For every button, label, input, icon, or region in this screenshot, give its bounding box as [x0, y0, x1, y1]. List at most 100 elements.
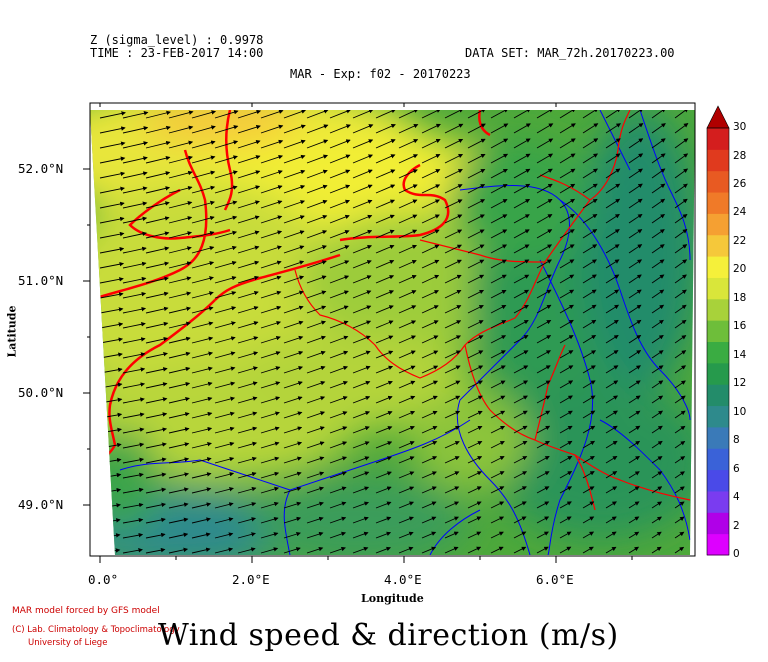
wind-vector [605, 138, 621, 149]
wind-vector [559, 395, 573, 404]
wind-vector [605, 350, 619, 359]
wind-vector [651, 531, 662, 539]
wind-vector [237, 456, 257, 464]
wind-vector [536, 168, 553, 179]
wind-vector [283, 366, 304, 374]
wind-vector [536, 501, 550, 509]
wind-vector [421, 335, 439, 344]
wind-vector [513, 244, 530, 254]
wind-vector [421, 290, 439, 299]
wind-vector [260, 426, 280, 434]
wind-vector [283, 169, 306, 179]
wind-vector [375, 229, 395, 239]
wind-vector [467, 184, 486, 194]
wind-vector [605, 531, 617, 539]
wind-vector [444, 425, 460, 434]
wind-vector [145, 397, 168, 404]
wind-vector [329, 305, 349, 314]
wind-vector [99, 186, 125, 194]
wind-vector [214, 351, 236, 359]
wind-vector [490, 516, 505, 524]
wind-vector [168, 110, 194, 119]
wind-vector [145, 502, 167, 509]
wind-vector [260, 441, 280, 449]
wind-vector [145, 457, 167, 464]
colorbar-segment [707, 469, 729, 492]
wind-vector [214, 110, 239, 119]
wind-vector [398, 290, 417, 299]
wind-vector [421, 501, 437, 509]
wind-vector [283, 456, 302, 464]
wind-vector [237, 441, 258, 449]
wind-vector [605, 183, 621, 194]
wind-vector [168, 231, 193, 239]
wind-vector [168, 517, 189, 524]
wind-vector [444, 184, 463, 194]
wind-vector [352, 305, 372, 314]
wind-vector [145, 155, 171, 164]
wind-vector [191, 230, 215, 239]
wind-vector [214, 140, 239, 149]
wind-vector [352, 244, 372, 254]
wind-vector [628, 138, 644, 149]
wind-vector [467, 531, 482, 539]
wind-vector [214, 155, 238, 164]
wind-vector [329, 154, 351, 164]
wind-vector [467, 320, 484, 329]
wind-vector [145, 140, 171, 149]
colorbar-tick-label: 14 [733, 348, 747, 361]
wind-vector [168, 366, 191, 374]
wind-vector [214, 170, 238, 179]
colorbar-tick-label: 0 [733, 548, 740, 560]
wind-vector [168, 201, 193, 209]
wind-vector [329, 290, 349, 299]
wind-vector [260, 396, 281, 404]
wind-vector [536, 110, 554, 119]
wind-vector [122, 276, 147, 284]
xtick-2: 2.0°E [232, 572, 270, 587]
wind-vector [214, 441, 235, 449]
wind-vector [582, 168, 598, 179]
wind-vector [214, 306, 237, 314]
wind-vector [352, 456, 370, 464]
wind-vector [168, 532, 189, 539]
wind-vector [306, 546, 324, 554]
wind-vector [122, 442, 145, 449]
wind-vector [329, 184, 351, 194]
ytick-51: 51.0°N [18, 273, 64, 288]
wind-vector [421, 365, 439, 374]
wind-vector [168, 170, 193, 179]
wind-vector [536, 259, 552, 269]
wind-vector [306, 154, 329, 164]
wind-vector [628, 380, 641, 389]
colorbar-segment [707, 320, 729, 342]
wind-vector [513, 183, 531, 194]
wind-vector [490, 471, 505, 479]
wind-vector [375, 139, 396, 149]
wind-vector [559, 380, 574, 389]
wind-vector [329, 456, 348, 464]
wind-vector [651, 395, 664, 404]
wind-vector [191, 245, 215, 254]
wind-vector [237, 260, 260, 269]
wind-vector [237, 306, 259, 314]
wind-vector [329, 350, 349, 359]
wind-vector [582, 110, 599, 119]
wind-vector [559, 546, 572, 554]
wind-vector [145, 276, 169, 284]
wind-vector [168, 502, 189, 509]
wind-vector [306, 214, 328, 224]
sigma-level-label: Z (sigma_level) : 0.9978 [90, 33, 264, 47]
wind-vector [490, 153, 509, 164]
wind-vector [398, 110, 419, 119]
wind-vector [329, 546, 346, 554]
wind-vector [674, 319, 687, 329]
wind-vector [352, 184, 373, 194]
wind-vector [352, 486, 370, 494]
wind-vector [674, 380, 686, 389]
colorbar-segment [707, 256, 729, 278]
wind-vector [582, 516, 595, 524]
wind-vector [398, 229, 418, 239]
wind-vector [605, 274, 620, 284]
